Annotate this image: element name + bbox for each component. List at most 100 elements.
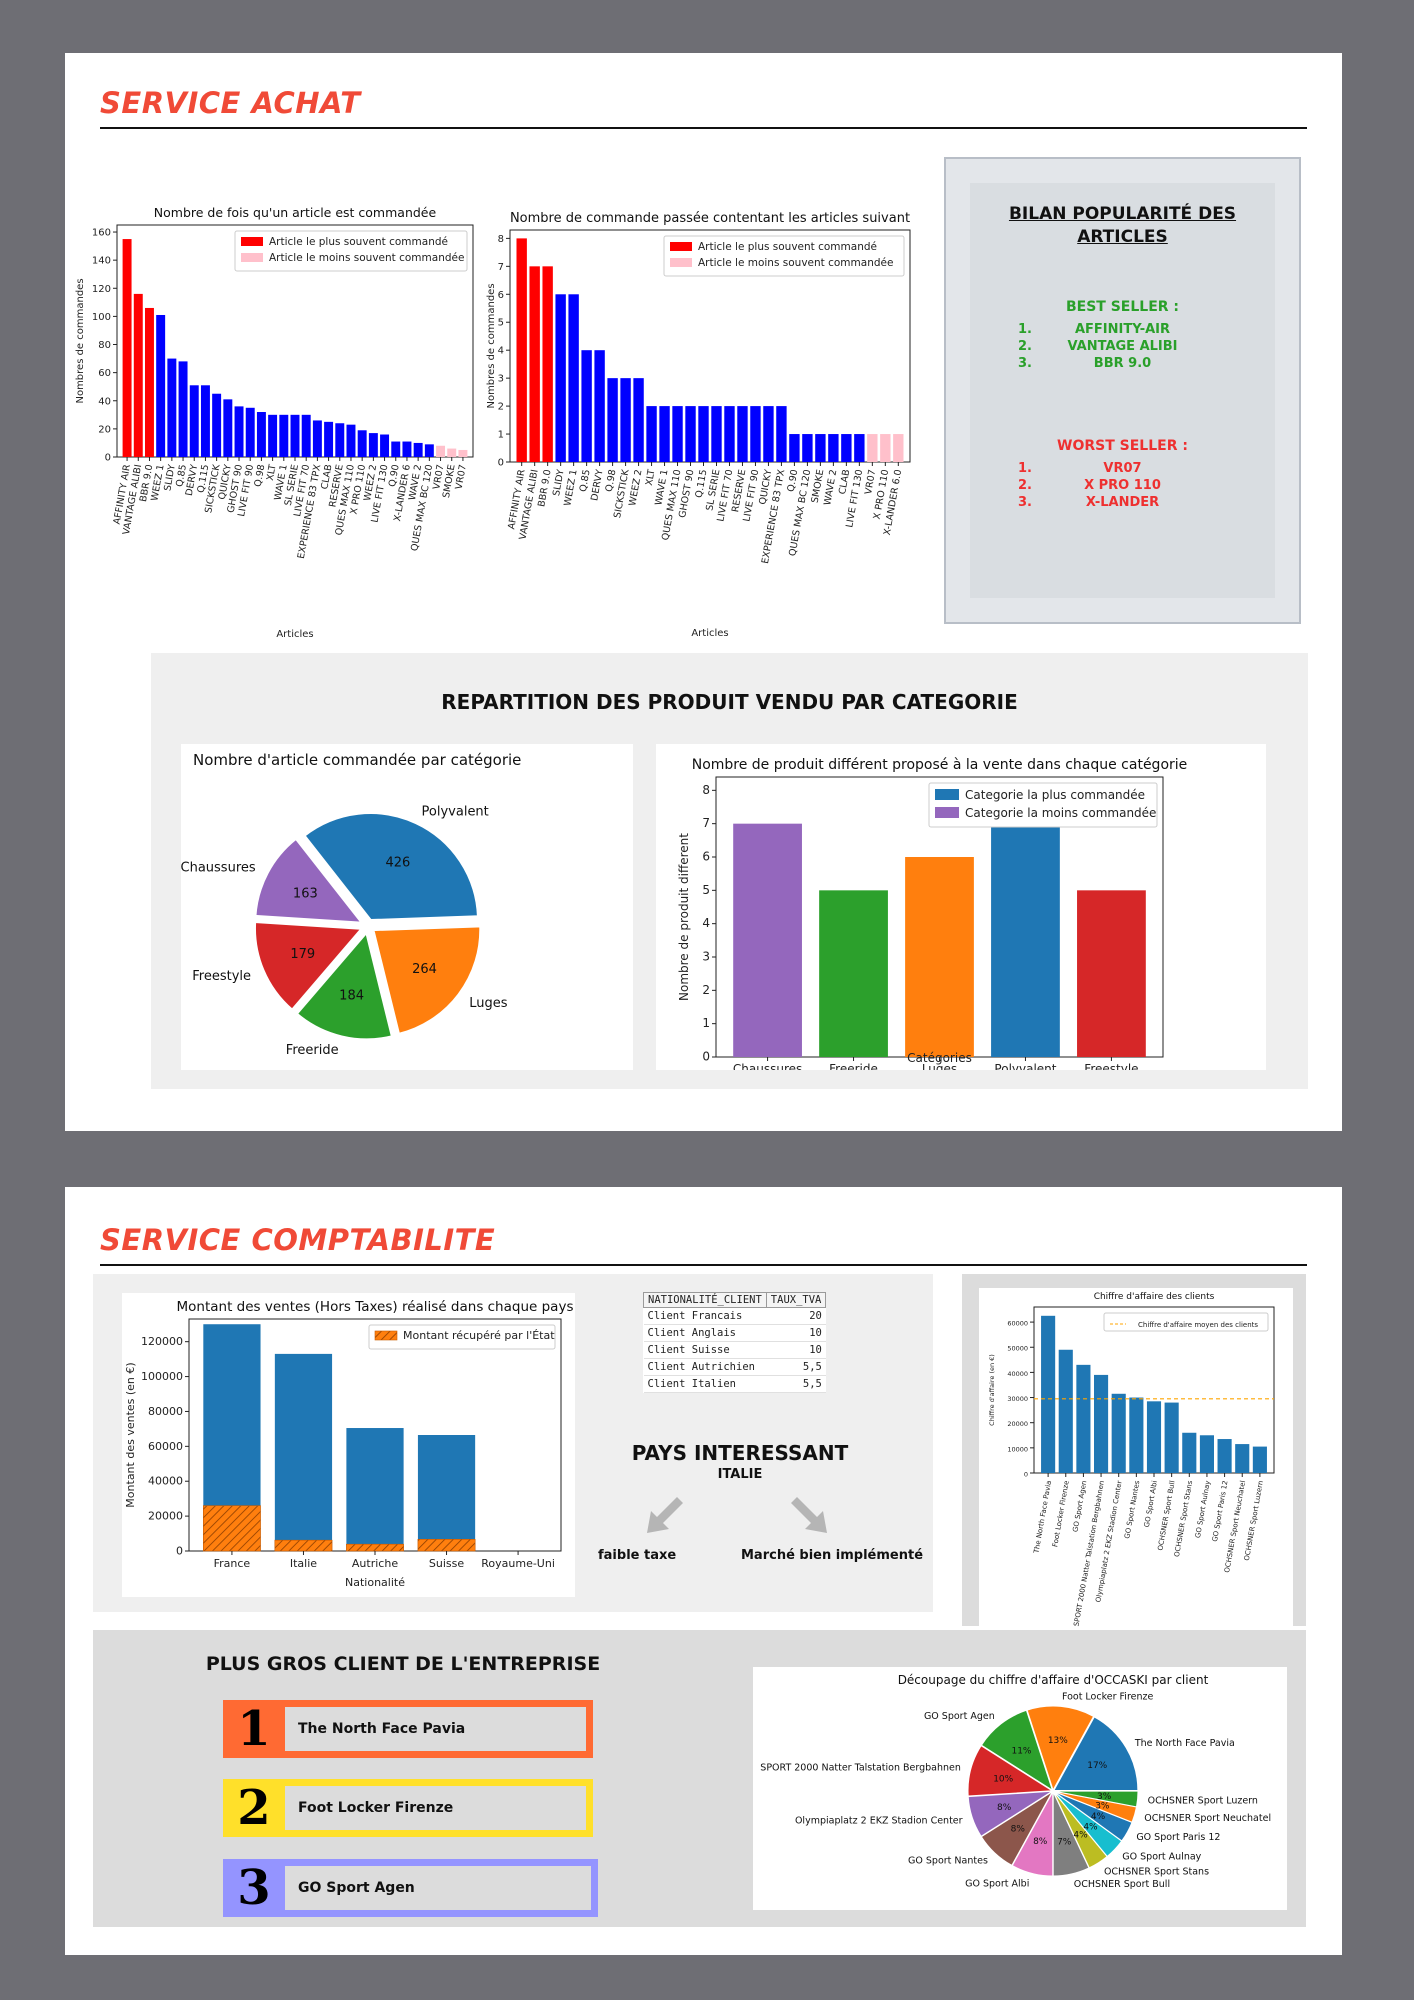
- legend-box: [1103, 1312, 1269, 1332]
- legend-label: Montant récupéré par l'État: [403, 1329, 555, 1342]
- rank-1-name: The North Face Pavia: [285, 1707, 586, 1751]
- pie-slice: [980, 1709, 1054, 1792]
- pie-value-label: 184: [339, 988, 364, 1003]
- y-tick-label: 3: [498, 374, 504, 385]
- x-axis-label: Catégories: [907, 1051, 972, 1065]
- pie-category-label: SPORT 2000 Natter Talstation Bergbahnen: [760, 1763, 961, 1774]
- y-axis-label: Montant des ventes (en €): [124, 1362, 137, 1507]
- pie-value-label: 4%: [1091, 1812, 1106, 1822]
- bar: [1217, 1439, 1232, 1473]
- y-tick-label: 0: [176, 1545, 183, 1558]
- x-tick-label: Q.90: [387, 464, 402, 488]
- bar: [594, 350, 605, 462]
- pie-value-label: 426: [385, 855, 410, 870]
- bar: [436, 445, 446, 457]
- bar: [1182, 1432, 1197, 1473]
- y-tick-label: 60000: [1007, 1320, 1028, 1328]
- bar: [659, 406, 670, 462]
- rank-3-number: 3: [237, 1860, 271, 1916]
- pie-category-label: OCHSNER Sport Bull: [1074, 1879, 1170, 1890]
- x-tick-label: VR07: [454, 464, 469, 491]
- pie-slice: [1026, 1705, 1095, 1792]
- y-tick-label: 6: [702, 850, 710, 864]
- y-tick-label: 4: [702, 916, 710, 930]
- y-tick-label: 8: [702, 783, 710, 797]
- pie-category-label: Foot Locker Firenze: [1062, 1692, 1154, 1703]
- chart-produit-categorie: Nombre de produit différent proposé à la…: [677, 757, 1187, 1076]
- x-tick-label: Q.85: [174, 464, 189, 488]
- y-tick-label: 6: [498, 290, 504, 301]
- bar: [368, 433, 378, 457]
- pie-slice: [967, 1745, 1054, 1797]
- bar: [290, 414, 300, 457]
- bar: [607, 378, 618, 462]
- bar: [1235, 1444, 1250, 1473]
- y-tick-label: 7: [702, 816, 710, 830]
- bar: [633, 378, 644, 462]
- chart-chiffre-affaire: Chiffre d'affaire des clients 0 10000 20000…: [988, 1292, 1275, 1645]
- bar: [737, 406, 748, 462]
- pie-value-label: 3%: [1095, 1801, 1110, 1811]
- y-tick-label: 0: [1024, 1471, 1028, 1479]
- pie-value-label: 264: [412, 962, 437, 977]
- x-tick-label: The North Face Pavia: [1032, 1480, 1053, 1555]
- y-tick-label: 10000: [1007, 1445, 1028, 1453]
- bar: [893, 434, 904, 462]
- pie-value-label: 3%: [1097, 1792, 1112, 1802]
- pie-slice: [253, 836, 366, 925]
- bar: [802, 434, 813, 462]
- pie-value-label: 13%: [1048, 1736, 1068, 1746]
- legend-label: Article le plus souvent commandé: [698, 241, 877, 253]
- x-tick-label: SLIDY: [162, 463, 178, 491]
- bar: [413, 442, 423, 457]
- pie-slice: [252, 919, 366, 1013]
- pie-category-label: OCHSNER Sport Stans: [1104, 1867, 1209, 1878]
- y-tick-label: 7: [498, 262, 504, 273]
- worst-seller-list: 1. VR07 2. X PRO 110 3. X-LANDER: [970, 460, 1275, 511]
- pie-slice: [967, 1790, 1053, 1838]
- bar: [133, 293, 143, 457]
- service-compta-page: SERVICE COMPTABILITE Montant des ventes …: [65, 1187, 1342, 1955]
- pie-value-label: 8%: [997, 1803, 1012, 1813]
- x-tick-label: VR07: [431, 464, 446, 491]
- arrow-down-right-icon: [791, 1497, 827, 1533]
- y-axis-label: Nombre de produit different: [677, 833, 691, 1001]
- bar: [991, 790, 1060, 1057]
- x-axis-label: Articles: [276, 629, 313, 640]
- legend-swatch: [670, 258, 692, 267]
- bar: [776, 406, 787, 462]
- bar: [646, 406, 657, 462]
- bar: [698, 406, 709, 462]
- list-item: 1. AFFINITY-AIR: [1018, 322, 1171, 337]
- bar-tva: [274, 1539, 333, 1552]
- legend-swatch: [935, 789, 959, 800]
- bar: [733, 823, 802, 1057]
- y-tick-label: 0: [498, 458, 504, 469]
- chart-title: Découpage du chiffre d'affaire d'OCCASKI…: [898, 1673, 1209, 1687]
- x-tick-label: OCHSNER Sport Luzern: [1243, 1480, 1265, 1561]
- pie-value-label: 163: [293, 887, 318, 902]
- x-tick-label: Foot Locker Firenze: [1051, 1480, 1071, 1548]
- legend-swatch: [935, 807, 959, 818]
- list-item: 3. X-LANDER: [1018, 495, 1160, 510]
- section-divider: [100, 1264, 1307, 1266]
- y-tick-label: 80: [98, 340, 111, 351]
- chart-pie-clients: 17% The North Face Pavia 13% Foot Locker Fi…: [760, 1673, 1271, 1890]
- pie-category-label: GO Sport Albi: [965, 1878, 1029, 1889]
- x-tick-label: VR07: [863, 469, 878, 496]
- bar: [156, 314, 166, 457]
- chart-title: Nombre d'article commandée par catégorie: [193, 751, 521, 769]
- x-tick-label: Q.115: [196, 464, 212, 494]
- pie-slice: [301, 811, 481, 923]
- pie-slice: [1053, 1790, 1139, 1808]
- bar: [122, 239, 132, 457]
- y-tick-label: 0: [702, 1050, 710, 1064]
- y-tick-label: 8: [498, 234, 504, 245]
- bar: [1252, 1446, 1267, 1473]
- bar: [279, 414, 289, 457]
- x-tick-label: France: [214, 1557, 251, 1570]
- legend-label: Categorie la plus commandée: [965, 788, 1145, 802]
- worst-seller-heading: WORST SELLER :: [1057, 438, 1188, 454]
- arrow-down-left-icon: [647, 1497, 683, 1533]
- y-tick-label: 120: [92, 284, 111, 295]
